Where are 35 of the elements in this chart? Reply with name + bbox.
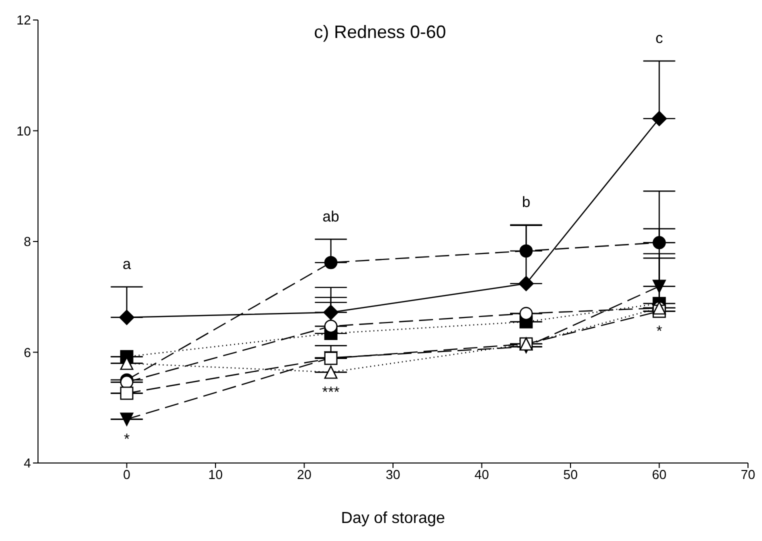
point (520, 306, 533, 320)
point (120, 386, 134, 400)
y-tick-label: 8 (24, 234, 31, 250)
x-tick-label: 10 (208, 467, 223, 482)
y-tick-label: 4 (24, 456, 31, 471)
x-tick-label: 30 (386, 467, 400, 482)
point (119, 310, 134, 325)
annotation: *** (322, 384, 340, 401)
y-tick-label: 12 (16, 12, 31, 28)
annotation: * (124, 430, 130, 448)
point (323, 304, 338, 320)
y-tick-label: 10 (16, 123, 31, 138)
x-axis-title: Day of storage (340, 510, 446, 527)
y-tick-label: 6 (24, 344, 31, 360)
x-tick-label: 60 (652, 467, 666, 482)
x-tick-label: 20 (297, 467, 312, 482)
x-tick-label: 0 (123, 467, 130, 482)
chart-title: c) Redness 0-60 (312, 22, 448, 43)
x-tick-label: 50 (563, 467, 578, 482)
point (520, 244, 533, 258)
x-tick-label: 40 (474, 467, 489, 482)
point (652, 110, 667, 126)
annotation: b (522, 194, 530, 211)
annotation: ab (322, 208, 340, 226)
point (120, 412, 134, 426)
annotation: * (656, 322, 662, 340)
point (652, 280, 666, 293)
point (120, 376, 134, 389)
x-tick-label: 70 (740, 467, 756, 482)
annotation: a (122, 256, 132, 273)
point (518, 276, 534, 292)
point (652, 236, 666, 250)
point (324, 320, 338, 333)
point (324, 256, 338, 270)
annotation: c (656, 30, 664, 47)
